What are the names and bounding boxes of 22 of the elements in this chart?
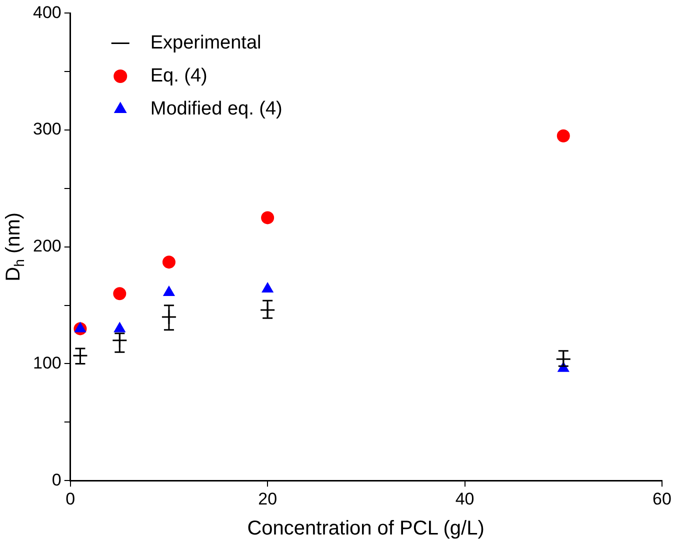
x-tick-label: 20 [258,489,278,508]
legend-label: Modified eq. (4) [150,98,282,120]
y-tick-label: 300 [32,120,62,139]
y-axis-title: Dh (nm) [2,212,27,282]
legend-label: Eq. (4) [150,65,208,86]
x-tick-label: 40 [455,489,474,508]
x-axis-title: Concentration of PCL (g/L) [247,518,484,540]
x-tick-label: 60 [652,489,672,508]
point [74,322,86,332]
point [261,211,274,224]
point [113,287,126,300]
point [114,322,126,332]
y-tick-label: 200 [32,236,62,256]
point [556,129,570,142]
y-tick-label: 0 [52,470,62,490]
y-tick-label: 400 [32,2,62,22]
point [262,282,274,292]
point [163,286,175,296]
y-tick-label: 100 [32,353,62,372]
legend-label: Experimental [150,32,262,54]
point [162,256,176,269]
x-tick-label: 0 [66,489,76,508]
